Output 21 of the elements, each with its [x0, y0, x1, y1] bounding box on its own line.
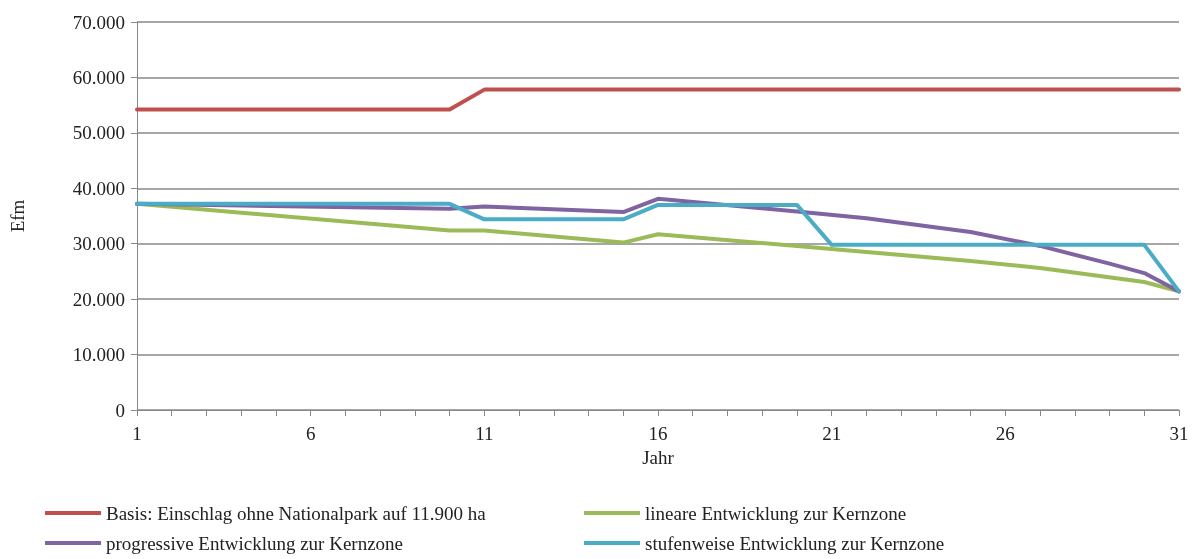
y-tick-label: 40.000 [72, 177, 125, 199]
y-tick-label: 20.000 [72, 288, 125, 310]
x-tick-label: 11 [475, 423, 494, 444]
y-tick-label: 0 [115, 399, 125, 421]
y-tick-label: 30.000 [72, 233, 125, 255]
y-tick-label: 70.000 [72, 11, 125, 33]
y-axis-title: Efm [7, 199, 28, 233]
x-tick-label: 1 [132, 423, 142, 444]
legend-label: progressive Entwicklung zur Kernzone [106, 532, 404, 554]
x-tick-label: 21 [822, 423, 842, 444]
x-tick-label: 26 [995, 423, 1015, 444]
legend-label: Basis: Einschlag ohne Nationalpark auf 11.900 ha [106, 502, 487, 524]
x-tick-label: 16 [648, 423, 668, 444]
y-tick-label: 50.000 [72, 122, 125, 144]
y-tick-label: 10.000 [72, 344, 125, 366]
legend-label: stufenweise Entwicklung zur Kernzone [645, 532, 945, 554]
legend-label: lineare Entwicklung zur Kernzone [645, 502, 907, 524]
x-axis-title: Jahr [642, 446, 675, 468]
x-tick-label: 31 [1169, 423, 1189, 444]
x-tick-label: 6 [305, 423, 316, 444]
y-tick-label: 60.000 [72, 66, 125, 88]
